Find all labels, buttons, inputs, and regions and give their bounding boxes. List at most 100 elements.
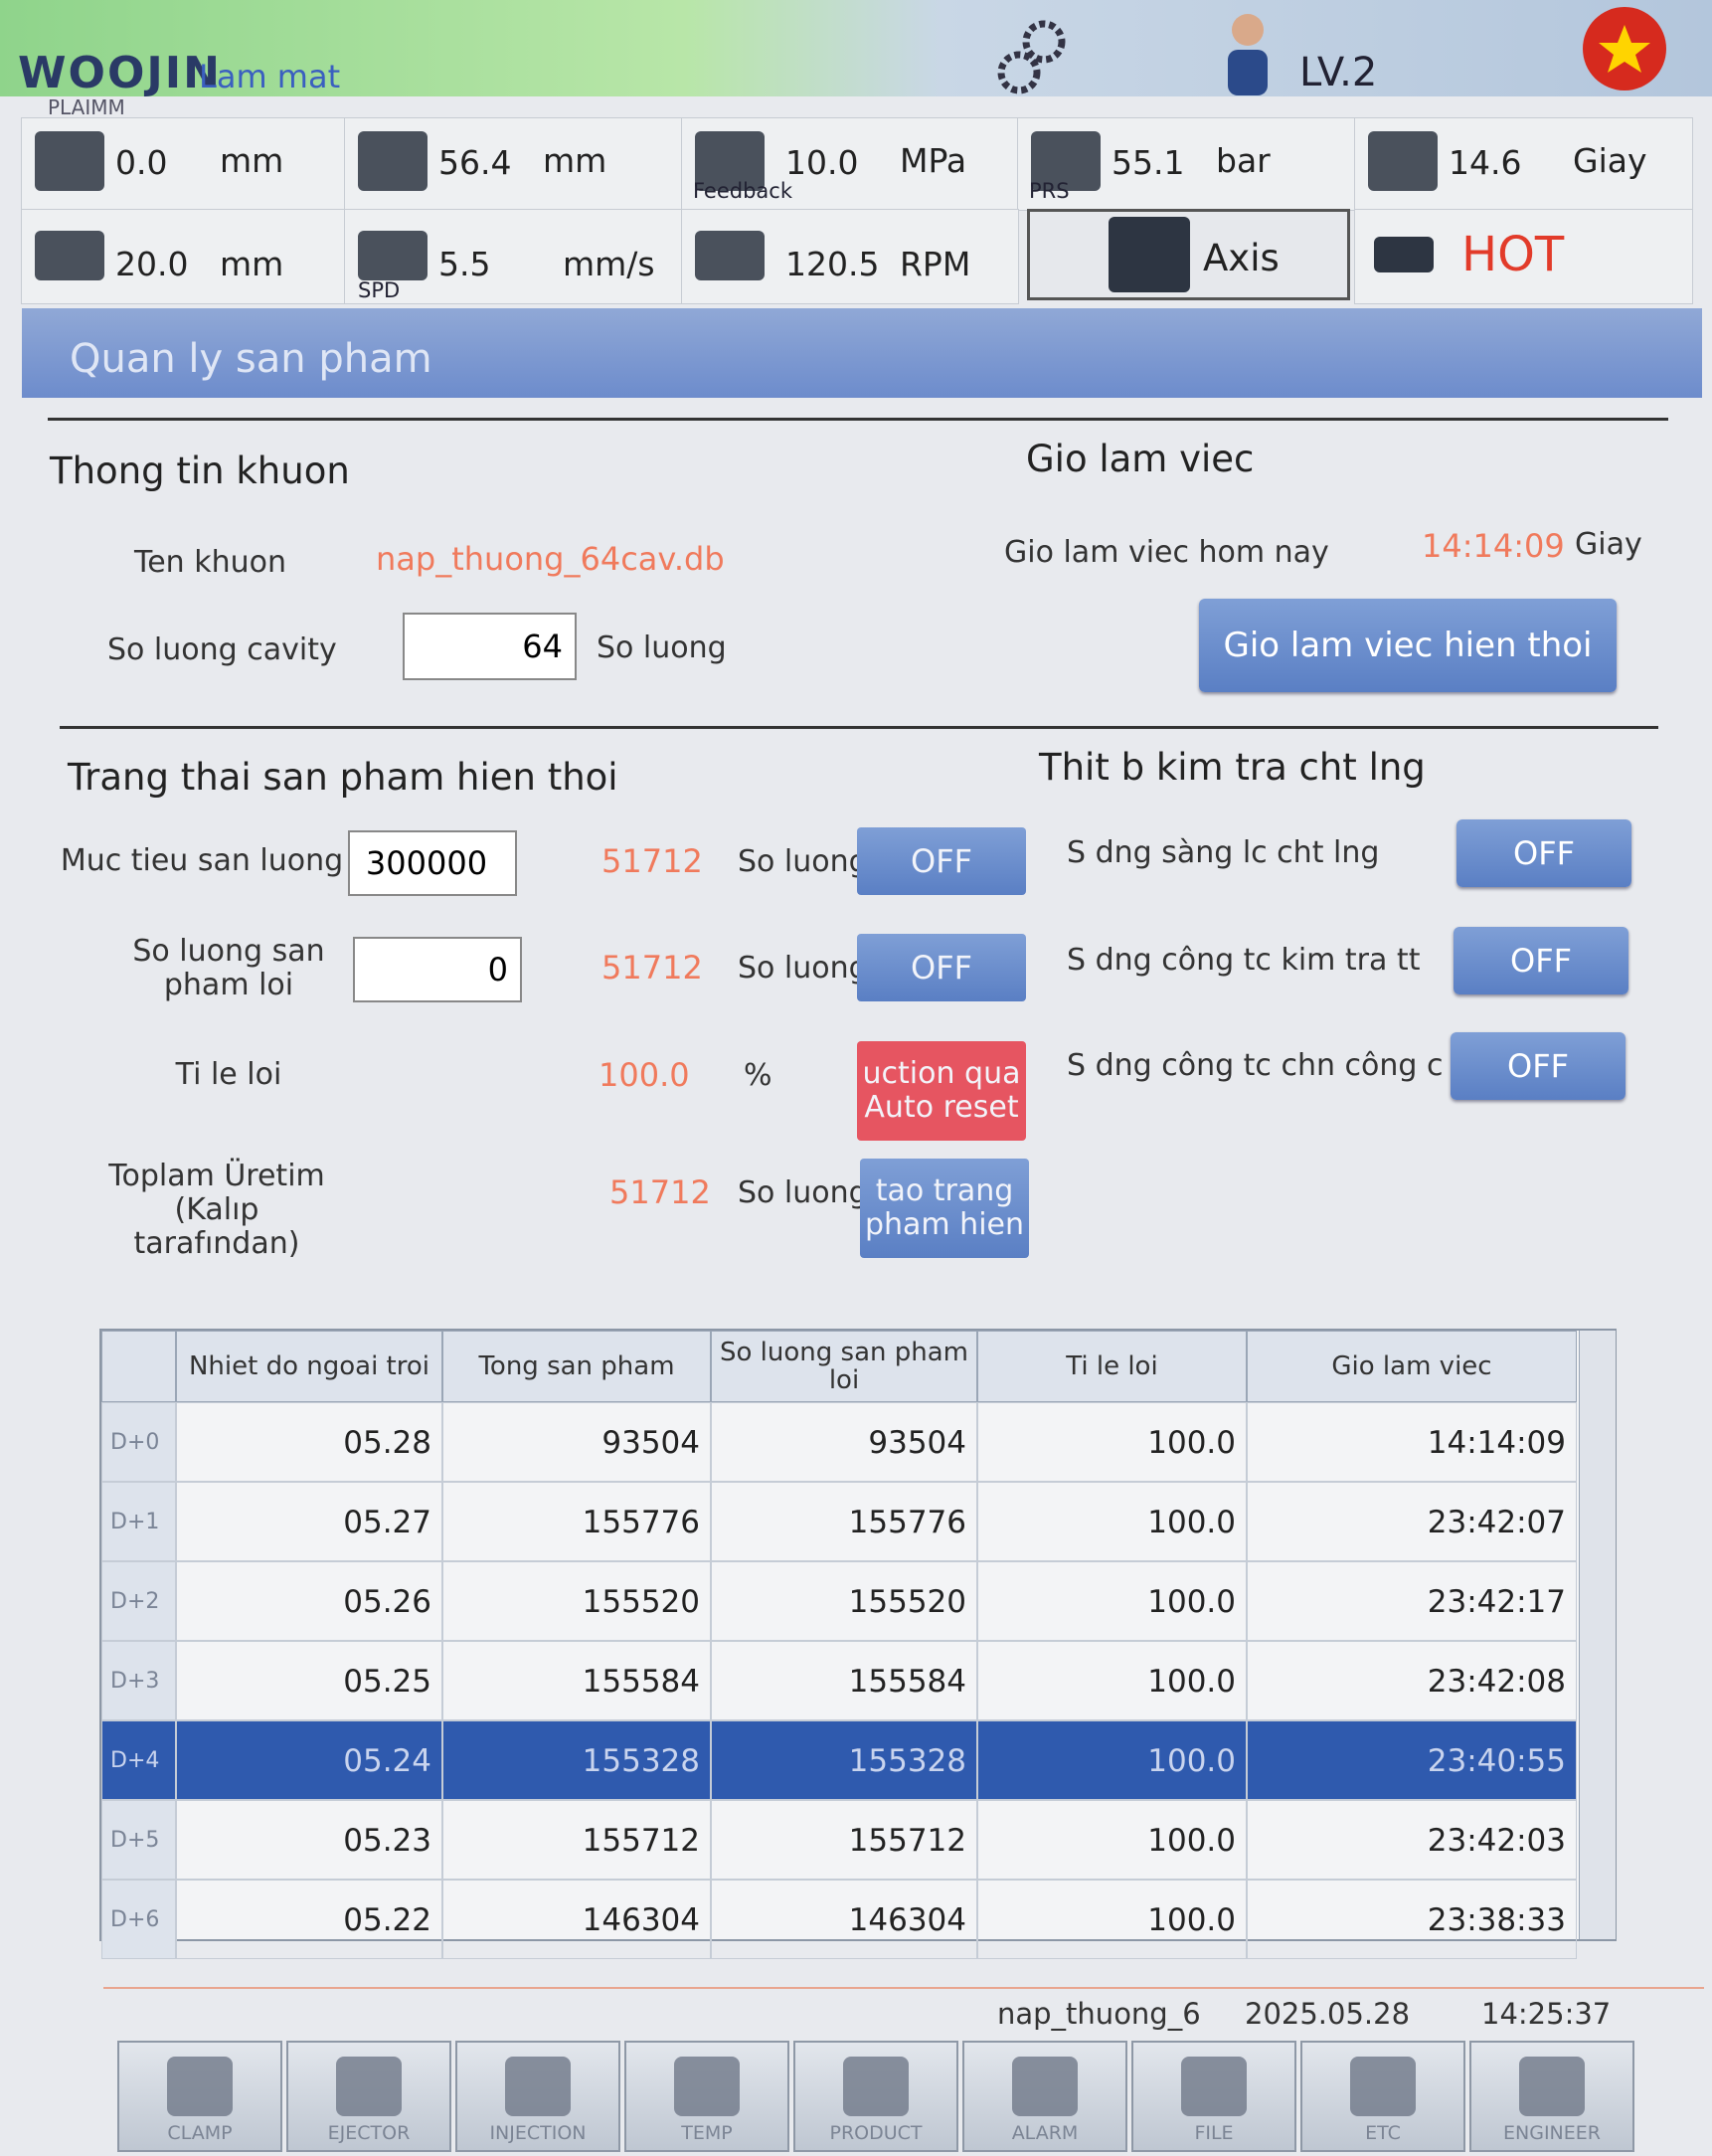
nav-icon[interactable] bbox=[843, 2057, 909, 2116]
status-value: 56.4 bbox=[438, 143, 512, 182]
product-button[interactable]: uction qua Auto reset bbox=[857, 1041, 1026, 1141]
nav-icon[interactable] bbox=[1350, 2057, 1416, 2116]
table-cell[interactable]: 100.0 bbox=[977, 1482, 1247, 1561]
product-unit: So luong bbox=[738, 951, 868, 986]
nav-icon[interactable] bbox=[1012, 2057, 1078, 2116]
quality-button[interactable]: OFF bbox=[1456, 819, 1631, 887]
product-button[interactable]: OFF bbox=[857, 827, 1026, 895]
nav-label[interactable]: ETC bbox=[1365, 2122, 1401, 2144]
product-button[interactable]: OFF bbox=[857, 934, 1026, 1001]
product-button[interactable]: tao trang pham hien bbox=[860, 1159, 1029, 1258]
nav-label[interactable]: INJECTION bbox=[489, 2122, 587, 2144]
nav-icon[interactable] bbox=[674, 2057, 740, 2116]
nav-button[interactable]: INJECTION bbox=[455, 2041, 620, 2152]
table-cell[interactable]: 155584 bbox=[442, 1641, 711, 1720]
scrollbar[interactable] bbox=[1579, 1331, 1616, 1939]
divider bbox=[60, 726, 1658, 729]
nav-button[interactable]: ETC bbox=[1300, 2041, 1465, 2152]
button-line[interactable]: pham hien bbox=[864, 1207, 1025, 1242]
table-cell[interactable]: 23:42:03 bbox=[1247, 1800, 1577, 1880]
row-label[interactable]: D+4 bbox=[101, 1720, 176, 1800]
table-cell[interactable]: 146304 bbox=[711, 1880, 977, 1959]
button-line[interactable]: Auto reset bbox=[864, 1090, 1019, 1125]
nav-label[interactable]: EJECTOR bbox=[327, 2122, 411, 2144]
nav-label[interactable]: FILE bbox=[1194, 2122, 1234, 2144]
table-cell[interactable]: 155776 bbox=[442, 1482, 711, 1561]
nav-icon[interactable] bbox=[167, 2057, 233, 2116]
nav-button[interactable]: ALARM bbox=[962, 2041, 1127, 2152]
nav-button[interactable]: EJECTOR bbox=[286, 2041, 451, 2152]
table-cell[interactable]: 100.0 bbox=[977, 1880, 1247, 1959]
table-cell[interactable]: 05.28 bbox=[176, 1402, 442, 1482]
table-cell[interactable]: 23:42:17 bbox=[1247, 1561, 1577, 1641]
nav-icon[interactable] bbox=[505, 2057, 571, 2116]
row-label[interactable]: D+3 bbox=[101, 1641, 176, 1720]
table-cell[interactable]: 05.27 bbox=[176, 1482, 442, 1561]
footer-time: 14:25:37 bbox=[1481, 1997, 1612, 2031]
nav-label[interactable]: ALARM bbox=[1011, 2122, 1079, 2144]
button-line[interactable]: tao trang bbox=[875, 1173, 1014, 1208]
work-button[interactable]: Gio lam viec hien thoi bbox=[1199, 599, 1617, 692]
table-cell[interactable]: 146304 bbox=[442, 1880, 711, 1959]
table-cell[interactable]: 100.0 bbox=[977, 1561, 1247, 1641]
table-cell[interactable]: 93504 bbox=[711, 1402, 977, 1482]
table-cell[interactable]: 100.0 bbox=[977, 1800, 1247, 1880]
nav-label[interactable]: TEMP bbox=[681, 2122, 733, 2144]
status-unit: MPa bbox=[900, 141, 967, 180]
button-line[interactable]: OFF bbox=[911, 949, 972, 987]
axis-label[interactable]: Axis bbox=[1203, 237, 1280, 279]
row-label[interactable]: D+2 bbox=[101, 1561, 176, 1641]
cavity-input[interactable]: 64 bbox=[403, 613, 577, 680]
quality-button[interactable]: OFF bbox=[1451, 1032, 1626, 1100]
mode: Lam mat bbox=[199, 58, 341, 95]
row-label[interactable]: D+0 bbox=[101, 1402, 176, 1482]
table-cell[interactable]: 05.25 bbox=[176, 1641, 442, 1720]
table-cell[interactable]: 23:42:08 bbox=[1247, 1641, 1577, 1720]
nav-button[interactable]: ENGINEER bbox=[1469, 2041, 1634, 2152]
table-cell[interactable]: 155712 bbox=[442, 1800, 711, 1880]
table-cell[interactable]: 155776 bbox=[711, 1482, 977, 1561]
product-input[interactable]: 0 bbox=[353, 937, 522, 1002]
status-icon bbox=[1031, 131, 1101, 191]
status-value: 20.0 bbox=[115, 245, 189, 283]
table-cell[interactable]: 100.0 bbox=[977, 1641, 1247, 1720]
product-input[interactable]: 300000 bbox=[348, 830, 517, 896]
table-cell[interactable]: 155328 bbox=[442, 1720, 711, 1800]
nav-label[interactable]: CLAMP bbox=[167, 2122, 233, 2144]
nav-label[interactable]: ENGINEER bbox=[1503, 2122, 1601, 2144]
nav-button[interactable]: PRODUCT bbox=[793, 2041, 958, 2152]
quality-button[interactable]: OFF bbox=[1454, 927, 1628, 994]
nav-icon[interactable] bbox=[336, 2057, 402, 2116]
row-label[interactable]: D+5 bbox=[101, 1800, 176, 1880]
table-cell[interactable]: 05.22 bbox=[176, 1880, 442, 1959]
table-cell[interactable]: 23:42:07 bbox=[1247, 1482, 1577, 1561]
table-cell[interactable]: 155712 bbox=[711, 1800, 977, 1880]
settings-icon[interactable] bbox=[989, 15, 1079, 99]
nav-label[interactable]: PRODUCT bbox=[829, 2122, 923, 2144]
table-cell[interactable]: 05.23 bbox=[176, 1800, 442, 1880]
table-cell[interactable]: 100.0 bbox=[977, 1402, 1247, 1482]
status-unit: Giay bbox=[1573, 141, 1647, 180]
axis-icon bbox=[1109, 217, 1190, 292]
nav-button[interactable]: FILE bbox=[1131, 2041, 1296, 2152]
row-label[interactable]: D+6 bbox=[101, 1880, 176, 1959]
nav-icon[interactable] bbox=[1519, 2057, 1585, 2116]
table-cell[interactable]: 05.24 bbox=[176, 1720, 442, 1800]
table-cell[interactable]: 93504 bbox=[442, 1402, 711, 1482]
table-cell[interactable]: 14:14:09 bbox=[1247, 1402, 1577, 1482]
table-cell[interactable]: 23:40:55 bbox=[1247, 1720, 1577, 1800]
table-cell[interactable]: 05.26 bbox=[176, 1561, 442, 1641]
table-cell[interactable]: 155584 bbox=[711, 1641, 977, 1720]
table-cell[interactable]: 100.0 bbox=[977, 1720, 1247, 1800]
table-cell[interactable]: 155520 bbox=[442, 1561, 711, 1641]
button-line[interactable]: OFF bbox=[911, 842, 972, 880]
language-flag[interactable] bbox=[1581, 5, 1668, 92]
nav-button[interactable]: CLAMP bbox=[117, 2041, 282, 2152]
button-line[interactable]: uction qua bbox=[862, 1056, 1021, 1091]
table-cell[interactable]: 155520 bbox=[711, 1561, 977, 1641]
row-label[interactable]: D+1 bbox=[101, 1482, 176, 1561]
nav-icon[interactable] bbox=[1181, 2057, 1247, 2116]
table-cell[interactable]: 155328 bbox=[711, 1720, 977, 1800]
table-cell[interactable]: 23:38:33 bbox=[1247, 1880, 1577, 1959]
nav-button[interactable]: TEMP bbox=[624, 2041, 789, 2152]
